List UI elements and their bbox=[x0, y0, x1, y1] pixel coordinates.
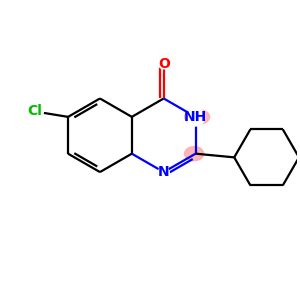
Text: Cl: Cl bbox=[27, 104, 42, 118]
Text: NH: NH bbox=[184, 110, 207, 124]
Text: O: O bbox=[158, 56, 170, 70]
Circle shape bbox=[25, 102, 43, 121]
Circle shape bbox=[186, 108, 205, 126]
Circle shape bbox=[158, 58, 169, 69]
Ellipse shape bbox=[184, 109, 210, 124]
Ellipse shape bbox=[184, 147, 204, 161]
Circle shape bbox=[158, 167, 169, 177]
Text: N: N bbox=[158, 165, 170, 179]
